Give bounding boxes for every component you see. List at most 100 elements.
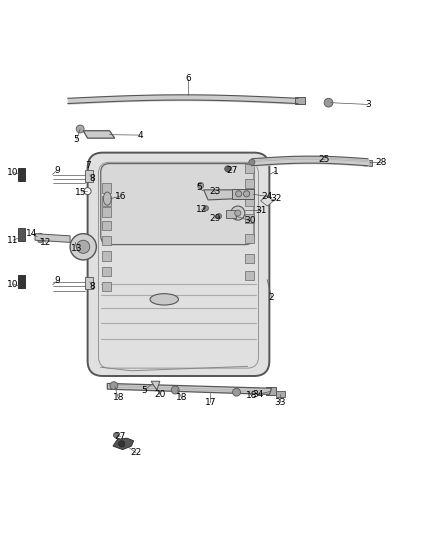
Text: 10: 10: [7, 279, 19, 288]
Circle shape: [38, 238, 43, 243]
Bar: [245, 214, 254, 223]
Text: 30: 30: [244, 216, 255, 225]
Circle shape: [119, 441, 125, 447]
Polygon shape: [107, 383, 272, 394]
Circle shape: [38, 233, 43, 238]
Circle shape: [216, 214, 222, 219]
Polygon shape: [83, 131, 115, 138]
Text: 9: 9: [54, 277, 60, 286]
Polygon shape: [261, 196, 274, 206]
Circle shape: [87, 132, 93, 138]
Text: 5: 5: [74, 135, 80, 144]
Circle shape: [244, 191, 250, 197]
Text: 29: 29: [209, 214, 220, 223]
Text: 12: 12: [40, 238, 52, 247]
Bar: [245, 164, 254, 173]
Circle shape: [20, 238, 23, 241]
Bar: [232, 189, 254, 199]
Circle shape: [102, 132, 108, 138]
Polygon shape: [204, 190, 239, 200]
Bar: [18, 275, 25, 288]
Text: 24: 24: [261, 192, 273, 201]
Text: 2: 2: [269, 293, 274, 302]
Text: 10: 10: [7, 168, 19, 177]
Circle shape: [249, 159, 255, 165]
Bar: [245, 234, 254, 243]
Polygon shape: [35, 233, 70, 243]
Text: 27: 27: [226, 166, 238, 175]
Circle shape: [225, 166, 231, 172]
Circle shape: [20, 173, 23, 176]
Text: 16: 16: [115, 192, 126, 201]
Circle shape: [203, 206, 208, 211]
Circle shape: [20, 285, 23, 289]
Bar: [102, 221, 111, 230]
Text: 31: 31: [255, 206, 266, 215]
Polygon shape: [151, 381, 160, 390]
Bar: [18, 168, 25, 181]
Circle shape: [85, 177, 90, 182]
Text: 4: 4: [138, 131, 143, 140]
Text: 1: 1: [273, 166, 279, 175]
Ellipse shape: [103, 192, 111, 205]
Text: 17: 17: [205, 398, 216, 407]
Bar: [276, 391, 285, 398]
Text: 6: 6: [185, 74, 191, 83]
Bar: [85, 169, 93, 182]
Text: 11: 11: [7, 236, 19, 245]
Text: 15: 15: [75, 188, 87, 197]
Bar: [102, 251, 111, 261]
Text: 5: 5: [196, 183, 202, 192]
Polygon shape: [113, 438, 134, 449]
Text: 23: 23: [209, 187, 220, 196]
Bar: [102, 197, 111, 206]
Circle shape: [20, 178, 23, 182]
Bar: [266, 387, 276, 395]
Circle shape: [110, 382, 118, 390]
Circle shape: [70, 233, 96, 260]
Circle shape: [236, 191, 242, 197]
Bar: [102, 183, 111, 193]
Text: 8: 8: [89, 282, 95, 290]
Text: 13: 13: [71, 245, 82, 254]
Circle shape: [85, 280, 90, 284]
Circle shape: [62, 236, 67, 241]
Circle shape: [113, 432, 119, 438]
Text: 12: 12: [196, 205, 207, 214]
Text: 5: 5: [141, 385, 148, 394]
Circle shape: [85, 285, 90, 289]
Text: 3: 3: [365, 100, 371, 109]
Text: 28: 28: [375, 158, 387, 167]
Text: 32: 32: [270, 194, 282, 203]
Bar: [102, 282, 111, 292]
Circle shape: [235, 210, 241, 216]
Text: 20: 20: [154, 390, 166, 399]
Ellipse shape: [150, 294, 179, 305]
Text: 7: 7: [85, 161, 91, 170]
Circle shape: [20, 280, 23, 284]
Circle shape: [76, 125, 84, 133]
Text: 22: 22: [130, 448, 141, 457]
Bar: [245, 197, 254, 206]
Text: 33: 33: [275, 398, 286, 407]
Bar: [102, 207, 111, 217]
Bar: [102, 236, 111, 246]
Circle shape: [324, 98, 333, 107]
Bar: [245, 179, 254, 188]
FancyBboxPatch shape: [101, 164, 254, 245]
Text: 14: 14: [26, 229, 37, 238]
Bar: [245, 271, 254, 280]
Circle shape: [77, 240, 90, 253]
Text: 18: 18: [176, 393, 187, 402]
Text: 18: 18: [246, 391, 258, 400]
Circle shape: [233, 388, 240, 396]
Circle shape: [198, 182, 204, 189]
Text: 18: 18: [113, 393, 124, 402]
Text: 27: 27: [115, 432, 126, 441]
Bar: [102, 266, 111, 276]
Bar: [85, 277, 93, 289]
Text: 9: 9: [54, 166, 60, 175]
Text: 34: 34: [253, 390, 264, 399]
Circle shape: [231, 206, 245, 220]
Bar: [226, 211, 236, 219]
